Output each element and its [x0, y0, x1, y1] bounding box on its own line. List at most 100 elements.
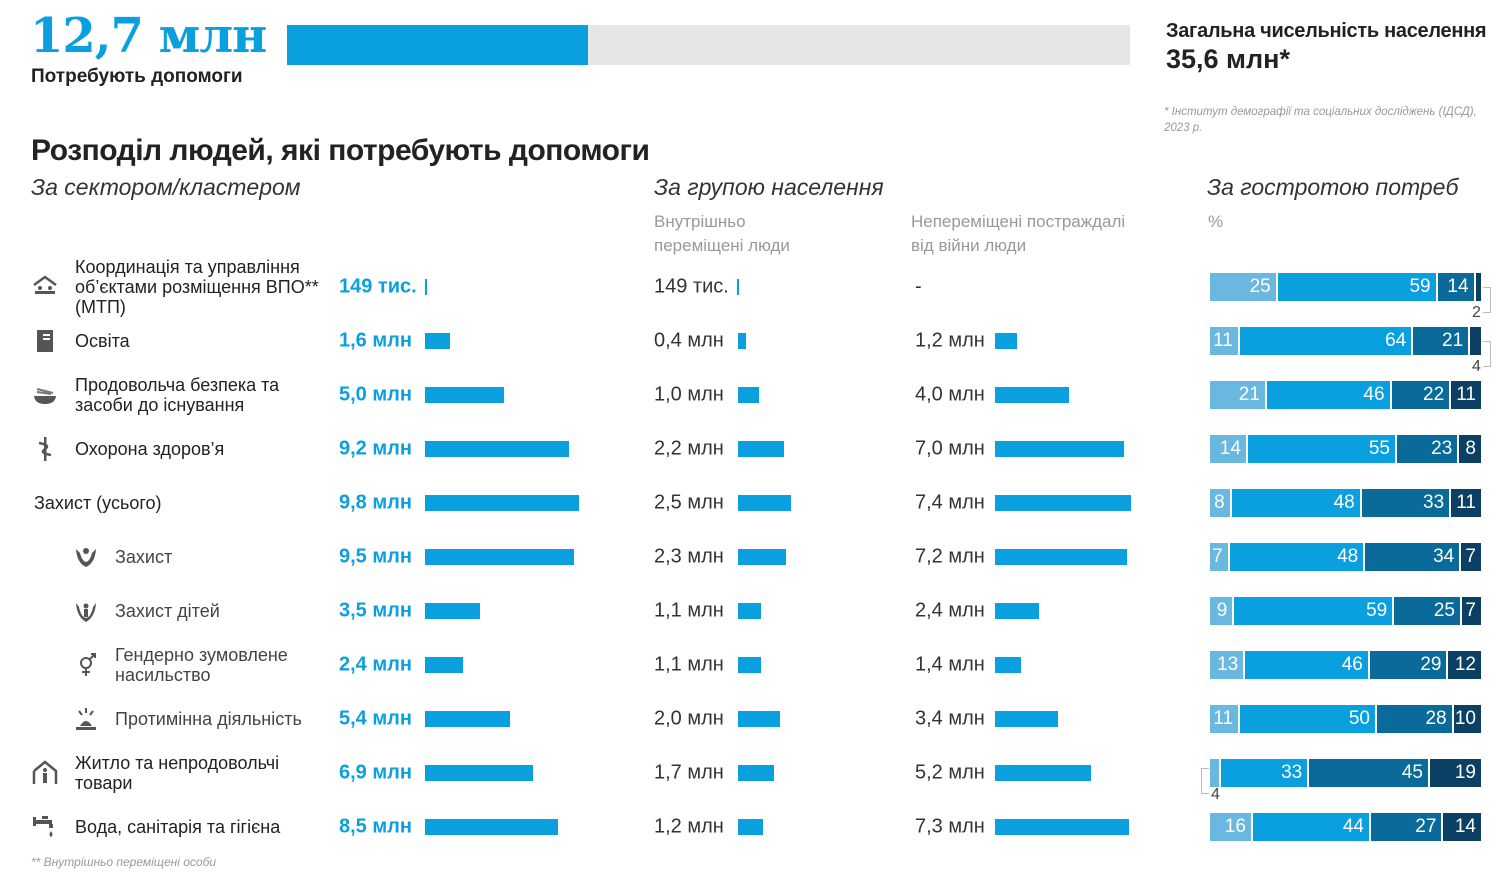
protection-icon	[76, 548, 96, 567]
note-bracket	[1201, 768, 1209, 794]
severity-value: 9	[1216, 600, 1228, 621]
mine-action-icon	[76, 708, 96, 730]
sector-label: Захист (усього)	[34, 493, 162, 513]
sector-label: Захист дітей	[115, 601, 220, 621]
sector-label: Захист	[115, 547, 173, 567]
table-row: Охорона здоров’я 9,2 млн 2,2 млн 7,0 млн 14 5…	[0, 422, 1500, 476]
severity-segment-3: 28	[1376, 705, 1454, 733]
table-row: Координація та управління об’єктами розм…	[0, 257, 1500, 321]
idp-value: 2,3 млн	[654, 545, 724, 568]
severity-segment-3: 22	[1391, 381, 1452, 409]
people-in-need-label: Потребують допомоги	[31, 66, 243, 87]
nondisplaced-bar	[995, 765, 1091, 781]
severity-value: 22	[1423, 384, 1445, 405]
severity-segment-2: 50	[1240, 705, 1377, 733]
severity-segment-2: 46	[1245, 651, 1370, 679]
severity-value: 55	[1368, 438, 1390, 459]
severity-value: 25	[1249, 276, 1271, 297]
nondisplaced-value: 7,0 млн	[915, 437, 985, 460]
severity-segment-1: 7	[1210, 543, 1230, 571]
severity-value: 7	[1465, 600, 1476, 621]
severity-stacked-bar: 11 50 28 10	[1210, 705, 1481, 733]
table-row: Продовольча безпека та засоби до існуван…	[0, 368, 1500, 422]
people-in-need-progress	[287, 25, 1130, 65]
total-bar	[425, 819, 559, 835]
severity-stacked-bar: 13 46 29 12	[1210, 651, 1481, 679]
nondisplaced-bar	[995, 819, 1130, 835]
nondisplaced-bar	[995, 441, 1124, 457]
total-bar	[425, 765, 534, 781]
severity-segment-4: 19	[1429, 759, 1481, 787]
severity-small-value: 4	[1211, 786, 1220, 803]
people-in-need-fill	[287, 25, 588, 65]
severity-segment-4: 14	[1443, 813, 1481, 841]
total-bar	[425, 333, 451, 349]
sector-label: Протимінна діяльність	[115, 709, 302, 729]
severity-value: 8	[1465, 438, 1476, 459]
idp-bar	[738, 711, 780, 727]
severity-segment-3: 21	[1413, 327, 1471, 355]
total-bar	[425, 441, 570, 457]
idp-bar	[738, 333, 747, 349]
severity-value: 8	[1214, 492, 1225, 513]
table-row: Захист дітей 3,5 млн 1,1 млн 2,4 млн 9 59 25 7	[0, 584, 1500, 638]
severity-segment-4: 8	[1459, 435, 1481, 463]
nondisplaced-value: 4,0 млн	[915, 383, 985, 406]
camp-icon	[33, 275, 57, 294]
nondisplaced-header: Непереміщені постраждалі від війни люди	[911, 212, 1126, 255]
severity-value: 11	[1456, 384, 1476, 405]
severity-value: 7	[1465, 546, 1476, 567]
total-bar	[425, 657, 463, 673]
total-value: 5,4 млн	[339, 707, 412, 730]
water-tap-icon	[33, 816, 53, 837]
severity-segment-3: 34	[1365, 543, 1462, 571]
severity-segment-2: 48	[1231, 489, 1362, 517]
idp-bar	[738, 657, 762, 673]
idp-value: 1,2 млн	[654, 815, 724, 838]
severity-segment-2: 64	[1239, 327, 1414, 355]
total-bar	[425, 387, 504, 403]
idp-bar	[738, 495, 791, 511]
severity-value: 14	[1447, 276, 1469, 297]
idp-bar	[738, 819, 764, 835]
severity-value: 45	[1401, 762, 1423, 783]
severity-segment-3: 33	[1361, 489, 1452, 517]
child-protection-icon	[76, 603, 96, 622]
nondisplaced-bar	[995, 657, 1021, 673]
total-value: 9,2 млн	[339, 437, 412, 460]
total-value: 9,8 млн	[339, 491, 412, 514]
severity-value: 50	[1348, 708, 1370, 729]
severity-segment-4: 7	[1461, 543, 1481, 571]
severity-value: 27	[1415, 816, 1437, 837]
total-value: 3,5 млн	[339, 599, 412, 622]
severity-segment-4: 10	[1453, 705, 1481, 733]
severity-value: 10	[1454, 708, 1476, 729]
severity-value: 21	[1442, 330, 1464, 351]
severity-segment-3: 45	[1309, 759, 1430, 787]
sector-label: Гендерно зумовлене насильство	[115, 645, 288, 685]
severity-stacked-bar: 16 44 27 14	[1210, 813, 1481, 841]
severity-segment-3: 29	[1369, 651, 1449, 679]
severity-segment-3: 27	[1370, 813, 1444, 841]
idp-value: 1,1 млн	[654, 599, 724, 622]
nondisplaced-bar	[995, 603, 1040, 619]
idp-value: 1,7 млн	[654, 761, 724, 784]
severity-segment-4	[1470, 327, 1481, 355]
sector-label: Координація та управління об’єктами розм…	[75, 257, 319, 317]
nondisplaced-bar	[995, 333, 1018, 349]
severity-stacked-bar: 21 46 22 11	[1210, 381, 1481, 409]
nondisplaced-bar	[995, 549, 1128, 565]
book-icon	[37, 330, 53, 352]
nondisplaced-value: 1,2 млн	[915, 329, 985, 352]
nondisplaced-value: 3,4 млн	[915, 707, 985, 730]
table-row: Вода, санітарія та гігієна 8,5 млн 1,2 млн…	[0, 800, 1500, 854]
total-value: 9,5 млн	[339, 545, 412, 568]
severity-value: 33	[1281, 762, 1303, 783]
food-icon	[34, 388, 56, 404]
severity-segment-2: 33	[1220, 759, 1310, 787]
severity-segment-4: 11	[1451, 381, 1481, 409]
severity-value: 34	[1433, 546, 1455, 567]
severity-value: 11	[1213, 708, 1234, 729]
total-bar	[425, 603, 480, 619]
severity-segment-1: 25	[1210, 273, 1278, 301]
